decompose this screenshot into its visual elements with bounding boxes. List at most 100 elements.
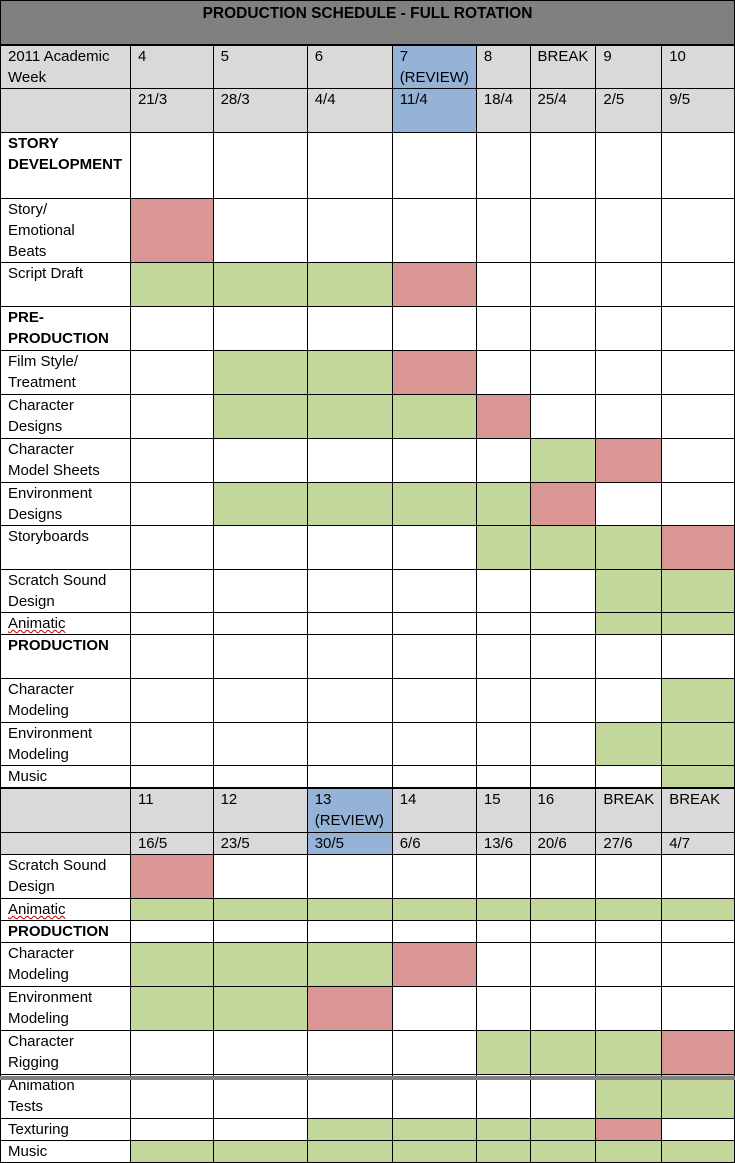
milestone-cell — [595, 438, 663, 483]
empty-cell — [391, 854, 477, 899]
work-cell — [212, 482, 308, 526]
empty-cell — [529, 306, 597, 351]
week-date-cell: 16/5 — [129, 832, 214, 855]
category-row: PRODUCTION — [0, 920, 735, 943]
task-row: Animation Tests — [0, 1074, 735, 1119]
category-label: STORY DEVELOPMENT — [0, 132, 131, 199]
empty-cell — [529, 569, 597, 613]
empty-cell — [306, 132, 393, 199]
work-cell — [475, 482, 531, 526]
task-label: Music — [0, 1140, 131, 1163]
week-number-cell: 12 — [212, 788, 308, 833]
empty-cell — [306, 198, 393, 263]
work-cell — [529, 1030, 597, 1075]
empty-cell — [475, 678, 531, 723]
empty-cell — [212, 722, 308, 766]
empty-cell — [306, 765, 393, 788]
work-cell — [129, 1140, 214, 1163]
milestone-cell — [475, 394, 531, 439]
week-number-cell: BREAK — [661, 788, 735, 833]
empty-cell — [595, 306, 663, 351]
empty-cell — [129, 132, 214, 199]
task-label: Environment Designs — [0, 482, 131, 526]
empty-cell — [595, 765, 663, 788]
task-row: Environment Modeling — [0, 722, 735, 766]
task-label: Script Draft — [0, 262, 131, 307]
section2-week-header-row: 11 12 13 (REVIEW) 14 15 16 BREAK BREAK — [0, 788, 735, 833]
empty-cell — [306, 722, 393, 766]
empty-cell — [391, 1030, 477, 1075]
task-row: Character Modeling — [0, 678, 735, 723]
empty-cell — [391, 612, 477, 635]
milestone-cell — [661, 1030, 735, 1075]
empty-cell — [129, 678, 214, 723]
task-label: Character Model Sheets — [0, 438, 131, 483]
empty-cell — [212, 1074, 308, 1119]
empty-cell — [129, 634, 214, 679]
task-row: Story/ Emotional Beats — [0, 198, 735, 263]
empty-cell — [391, 678, 477, 723]
task-label: Character Designs — [0, 394, 131, 439]
task-row: Environment Modeling — [0, 986, 735, 1031]
task-label: Story/ Emotional Beats — [0, 198, 131, 263]
task-row: Storyboards — [0, 525, 735, 570]
empty-cell — [391, 765, 477, 788]
empty-cell — [529, 678, 597, 723]
empty-cell — [661, 634, 735, 679]
empty-cell — [212, 132, 308, 199]
task-row: Scratch Sound Design — [0, 569, 735, 613]
empty-cell — [529, 1074, 597, 1119]
work-cell — [595, 612, 663, 635]
empty-cell — [475, 132, 531, 199]
week-date-cell: 30/5 — [306, 832, 393, 855]
empty-cell — [475, 612, 531, 635]
milestone-cell — [129, 854, 214, 899]
empty-cell — [529, 920, 597, 943]
empty-cell — [475, 942, 531, 987]
week-date-cell: 4/7 — [661, 832, 735, 855]
task-row: Script Draft — [0, 262, 735, 307]
work-cell — [529, 525, 597, 570]
empty-cell — [475, 569, 531, 613]
empty-cell — [391, 306, 477, 351]
empty-cell — [475, 306, 531, 351]
work-cell — [129, 262, 214, 307]
milestone-cell — [661, 525, 735, 570]
work-cell — [661, 1074, 735, 1119]
task-row: Character Modeling — [0, 942, 735, 987]
week-number-cell: 11 — [129, 788, 214, 833]
empty-cell — [529, 198, 597, 263]
task-label: Animatic — [0, 612, 131, 635]
empty-cell — [661, 262, 735, 307]
week-date-cell: 25/4 — [529, 88, 597, 133]
week-number-cell: 6 — [306, 45, 393, 89]
empty-cell — [529, 765, 597, 788]
bottom-border — [0, 1076, 735, 1080]
task-label: Animatic — [0, 898, 131, 921]
work-cell — [475, 1140, 531, 1163]
empty-cell — [475, 634, 531, 679]
empty-cell — [529, 132, 597, 199]
empty-cell — [306, 569, 393, 613]
task-label: Character Modeling — [0, 942, 131, 987]
empty-cell — [391, 722, 477, 766]
empty-cell — [661, 350, 735, 395]
task-label: Storyboards — [0, 525, 131, 570]
category-label: PRODUCTION — [0, 920, 131, 943]
week-header-label — [0, 788, 131, 833]
empty-cell — [595, 394, 663, 439]
task-row: Character Model Sheets — [0, 438, 735, 483]
week-date-cell: 13/6 — [475, 832, 531, 855]
work-cell — [129, 986, 214, 1031]
task-label: Environment Modeling — [0, 986, 131, 1031]
empty-cell — [129, 569, 214, 613]
empty-cell — [661, 854, 735, 899]
empty-cell — [595, 986, 663, 1031]
work-cell — [391, 1118, 477, 1141]
week-header-label: 2011 Academic Week — [0, 45, 131, 89]
empty-cell — [529, 350, 597, 395]
empty-cell — [306, 612, 393, 635]
work-cell — [475, 1030, 531, 1075]
empty-cell — [529, 722, 597, 766]
week-number-cell: 15 — [475, 788, 531, 833]
